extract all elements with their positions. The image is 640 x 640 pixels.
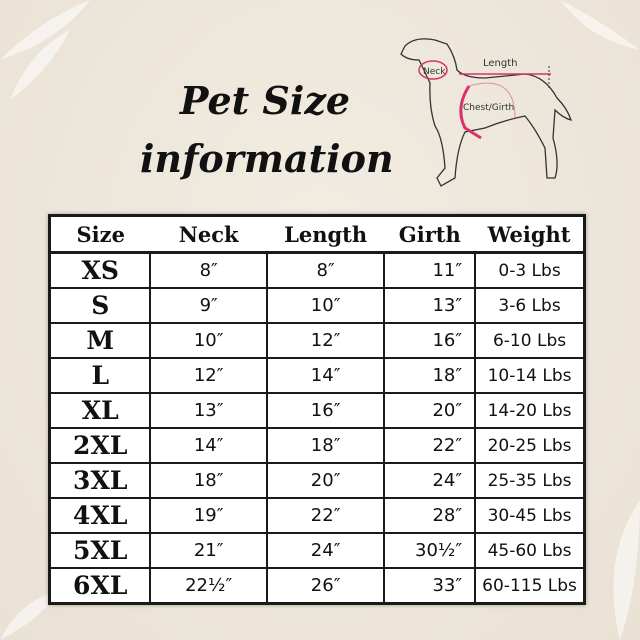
dog-outline	[400, 38, 572, 187]
table-row: 6XL 22½″ 26″ 33″ 60-115 Lbs	[48, 567, 586, 605]
table-cell: 18″	[383, 357, 477, 394]
table-cell: 30½″	[383, 532, 477, 569]
table-cell: S	[48, 287, 152, 324]
table-cell: 18″	[265, 427, 386, 464]
table-cell: 5XL	[48, 532, 152, 569]
table-cell: 10-14 Lbs	[474, 357, 586, 394]
table-cell: 60-115 Lbs	[474, 567, 586, 605]
table-cell: 18″	[149, 462, 268, 499]
table-cell: 10″	[265, 287, 386, 324]
table-cell: 24″	[265, 532, 386, 569]
table-cell: 22″	[383, 427, 477, 464]
girth-label: Chest/Girth	[463, 103, 514, 113]
neck-label: Neck	[423, 67, 446, 77]
size-chart-table: Size Neck Length Girth Weight XS 8″ 8″ 11″ 0-3 L…	[48, 214, 586, 605]
table-cell: 26″	[265, 567, 386, 605]
table-cell: 3-6 Lbs	[474, 287, 586, 324]
table-body: XS 8″ 8″ 11″ 0-3 Lbs S 9″ 10″ 13″ 3-6 Lbs M 10″ 12″ 1…	[48, 251, 586, 605]
table-cell: 25-35 Lbs	[474, 462, 586, 499]
table-cell: 33″	[383, 567, 477, 605]
table-cell: 19″	[149, 497, 268, 534]
table-cell: 13″	[149, 392, 268, 429]
table-cell: 30-45 Lbs	[474, 497, 586, 534]
table-cell: M	[48, 322, 152, 359]
table-cell: 9″	[149, 287, 268, 324]
table-row: 3XL 18″ 20″ 24″ 25-35 Lbs	[48, 462, 586, 499]
table-cell: 2XL	[48, 427, 152, 464]
title-line-1: Pet Size	[179, 78, 351, 123]
table-cell: 6XL	[48, 567, 152, 605]
leaf-decoration-icon	[613, 500, 640, 640]
table-cell: L	[48, 357, 152, 394]
dog-measurement-diagram: Neck Length Chest/Girth	[400, 38, 572, 187]
table-cell: 16″	[265, 392, 386, 429]
girth-arrow	[459, 85, 482, 140]
table-header-row: Size Neck Length Girth Weight	[49, 215, 585, 254]
table-cell: 0-3 Lbs	[474, 251, 586, 289]
table-cell: 22″	[265, 497, 386, 534]
column-header: Neck	[150, 215, 267, 254]
table-cell: 8″	[149, 251, 268, 289]
column-header: Weight	[475, 215, 585, 254]
table-cell: 12″	[149, 357, 268, 394]
column-header: Length	[266, 215, 385, 254]
table-cell: XS	[48, 251, 152, 289]
table-cell: 45-60 Lbs	[474, 532, 586, 569]
table-cell: 21″	[149, 532, 268, 569]
table-cell: 8″	[265, 251, 386, 289]
table-cell: 20″	[265, 462, 386, 499]
table-row: XL 13″ 16″ 20″ 14-20 Lbs	[48, 392, 586, 429]
table-cell: 20″	[383, 392, 477, 429]
title-line-2: information	[140, 136, 394, 181]
length-label: Length	[483, 58, 518, 69]
table-cell: 11″	[383, 251, 477, 289]
table-row: 5XL 21″ 24″ 30½″ 45-60 Lbs	[48, 532, 586, 569]
leaf-decoration-icon	[0, 0, 90, 100]
table-cell: 22½″	[149, 567, 268, 605]
table-cell: 14″	[265, 357, 386, 394]
table-cell: 12″	[265, 322, 386, 359]
table-row: XS 8″ 8″ 11″ 0-3 Lbs	[48, 251, 586, 289]
table-cell: 28″	[383, 497, 477, 534]
table-cell: 16″	[383, 322, 477, 359]
table-cell: 20-25 Lbs	[474, 427, 586, 464]
table-row: 2XL 14″ 18″ 22″ 20-25 Lbs	[48, 427, 586, 464]
column-header: Girth	[384, 215, 476, 254]
table-row: S 9″ 10″ 13″ 3-6 Lbs	[48, 287, 586, 324]
table-cell: XL	[48, 392, 152, 429]
table-row: L 12″ 14″ 18″ 10-14 Lbs	[48, 357, 586, 394]
neck-marker	[418, 60, 448, 80]
table-cell: 4XL	[48, 497, 152, 534]
table-cell: 10″	[149, 322, 268, 359]
table-cell: 14-20 Lbs	[474, 392, 586, 429]
table-row: M 10″ 12″ 16″ 6-10 Lbs	[48, 322, 586, 359]
column-header: Size	[49, 215, 151, 254]
leaf-decoration-icon	[0, 590, 60, 640]
table-cell: 3XL	[48, 462, 152, 499]
table-row: 4XL 19″ 22″ 28″ 30-45 Lbs	[48, 497, 586, 534]
table-cell: 6-10 Lbs	[474, 322, 586, 359]
table-cell: 13″	[383, 287, 477, 324]
leaf-decoration-icon	[560, 0, 640, 50]
page-title: Pet Size information	[140, 72, 394, 188]
table-cell: 24″	[383, 462, 477, 499]
table-cell: 14″	[149, 427, 268, 464]
